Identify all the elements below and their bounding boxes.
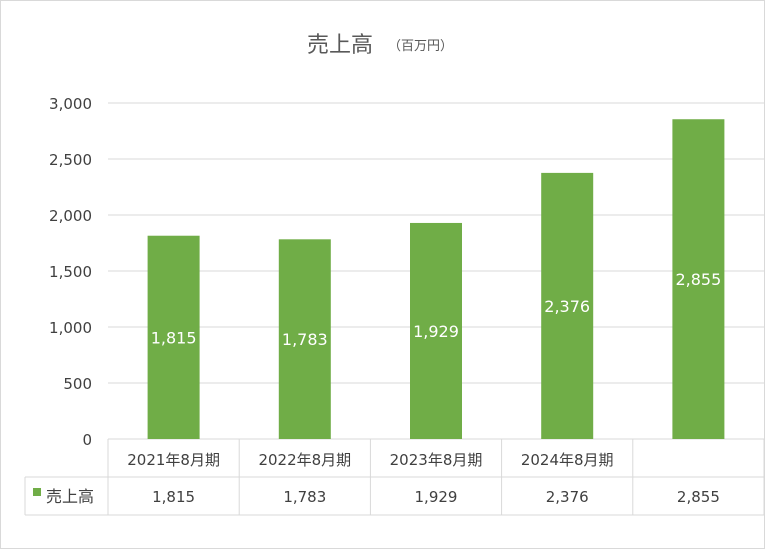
- bar: [410, 222, 462, 439]
- y-tick-label: 3,000: [49, 95, 92, 113]
- table-value: 2,376: [546, 488, 589, 506]
- bar: [147, 235, 200, 439]
- y-tick-label: 2,500: [49, 151, 92, 169]
- bar-value-label: 1,929: [413, 322, 459, 341]
- table-value: 1,783: [283, 488, 326, 506]
- y-axis-ticks: 0 500 1,000 1,500 2,000 2,500 3,000: [49, 95, 92, 449]
- x-category-label: 2024年8月期: [521, 451, 614, 469]
- bar-value-label: 2,855: [675, 270, 721, 289]
- legend-key: [33, 488, 41, 496]
- chart-title: 売上高: [307, 33, 373, 58]
- y-tick-label: 1,500: [49, 263, 92, 281]
- bar-value-label: 2,376: [544, 297, 590, 316]
- legend-label: 売上高: [46, 487, 94, 506]
- y-tick-label: 1,000: [49, 319, 92, 337]
- x-category-label: 2023年8月期: [390, 451, 483, 469]
- bar-value-label: 1,783: [282, 330, 328, 349]
- bar-value-label: 1,815: [151, 328, 197, 347]
- data-table: 2021年8月期 1,815 2022年8月期 1,783 2023年8月期 1,929 2…: [24, 439, 765, 516]
- y-tick-label: 500: [63, 375, 92, 393]
- bar: [672, 119, 725, 440]
- table-value: 1,929: [415, 488, 458, 506]
- bar: [541, 172, 594, 439]
- table-value: 2,855: [677, 488, 720, 506]
- x-category-label: 2021年8月期: [127, 451, 220, 469]
- bar-series: 1,815 1,783 1,929 2,376 2,855: [147, 119, 725, 440]
- y-tick-label: 2,000: [49, 207, 92, 225]
- bar: [278, 239, 331, 439]
- x-category-label: 2022年8月期: [258, 451, 351, 469]
- chart-title-unit: （百万円）: [388, 39, 453, 54]
- y-tick-label: 0: [82, 431, 92, 449]
- table-value: 1,815: [152, 488, 195, 506]
